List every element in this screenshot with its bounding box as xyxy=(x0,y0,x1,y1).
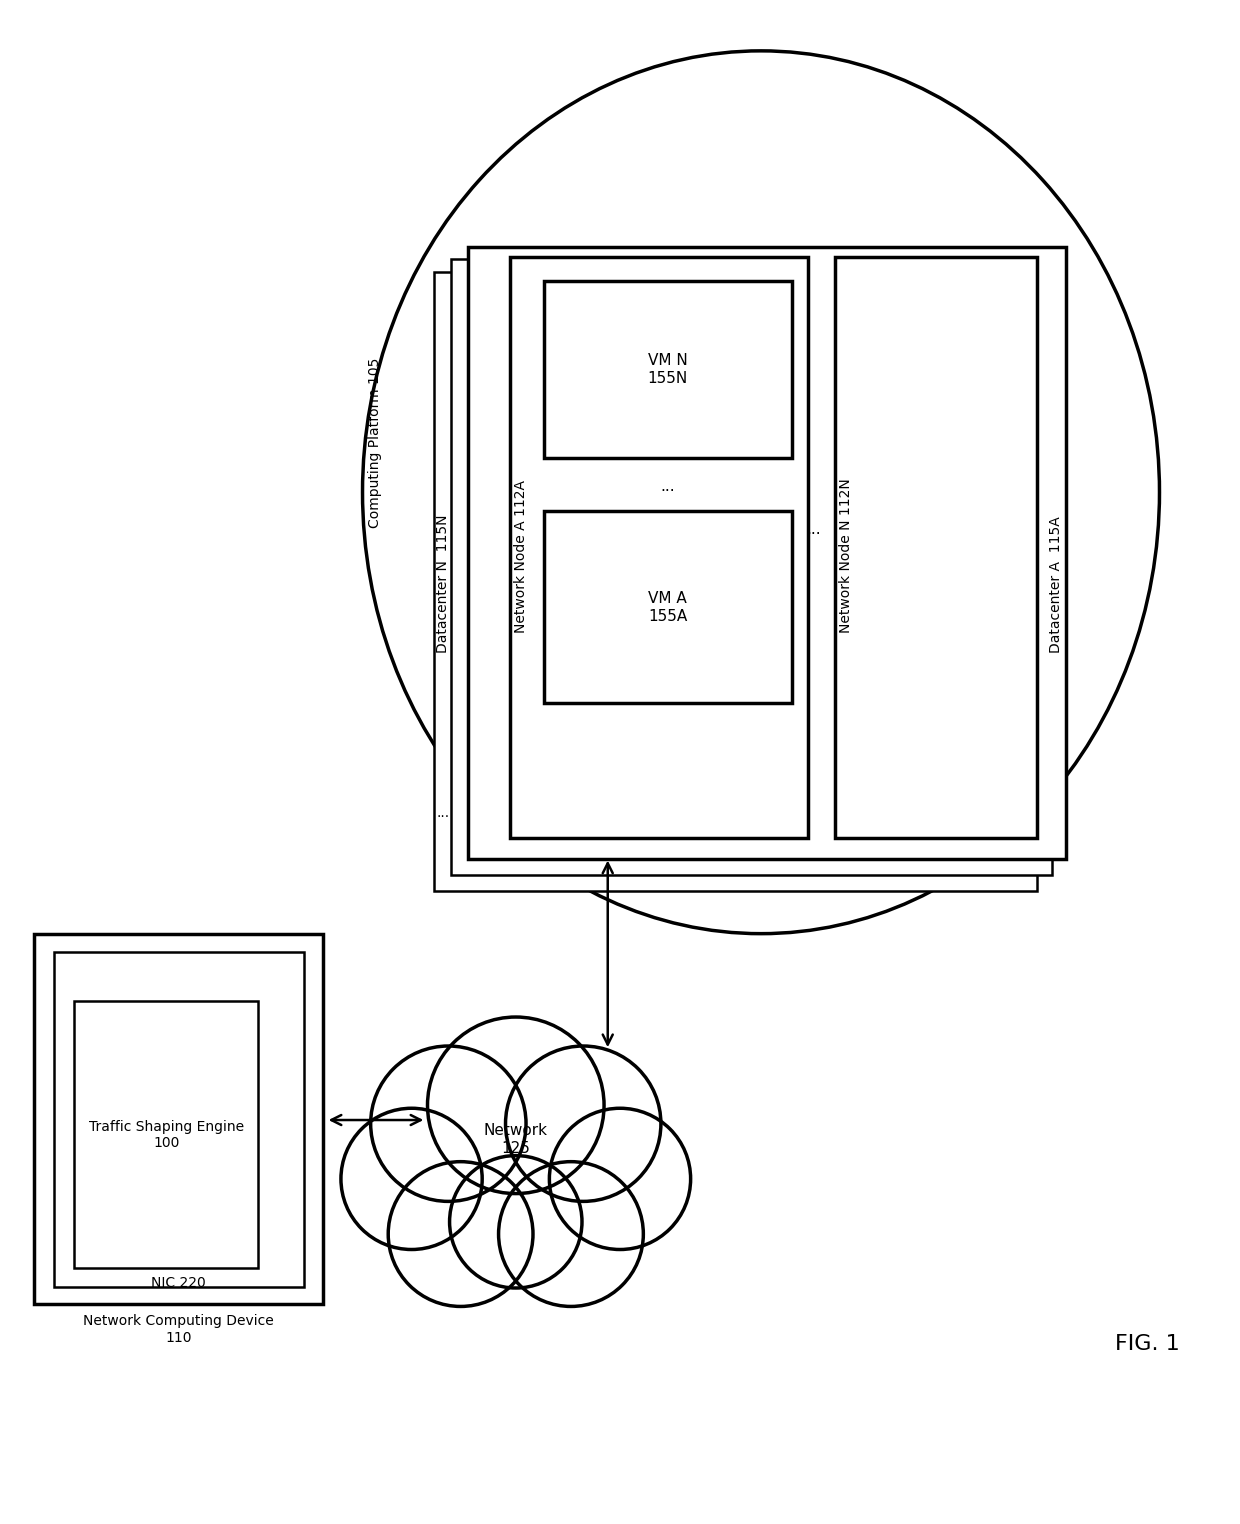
Ellipse shape xyxy=(362,50,1159,934)
Circle shape xyxy=(428,1017,604,1193)
FancyBboxPatch shape xyxy=(74,1001,258,1268)
Text: Network Computing Device: Network Computing Device xyxy=(83,1314,274,1327)
Circle shape xyxy=(371,1045,526,1201)
Circle shape xyxy=(506,1045,661,1201)
Circle shape xyxy=(549,1108,691,1250)
Text: ...: ... xyxy=(806,521,821,536)
FancyBboxPatch shape xyxy=(544,282,791,457)
Text: ...: ... xyxy=(436,806,450,820)
Text: Datacenter N  115N: Datacenter N 115N xyxy=(436,515,450,654)
Text: Network Node N 112N: Network Node N 112N xyxy=(838,479,853,634)
Circle shape xyxy=(388,1161,533,1306)
FancyBboxPatch shape xyxy=(510,258,807,838)
Text: VM N
155N: VM N 155N xyxy=(647,354,688,386)
Circle shape xyxy=(341,1108,482,1250)
Text: FIG. 1: FIG. 1 xyxy=(1115,1335,1179,1355)
Text: 110: 110 xyxy=(165,1332,192,1346)
FancyBboxPatch shape xyxy=(33,934,324,1305)
Text: Computing Platform 105: Computing Platform 105 xyxy=(368,358,382,529)
Text: Network
125: Network 125 xyxy=(484,1123,548,1155)
FancyBboxPatch shape xyxy=(434,271,1037,890)
Text: ...: ... xyxy=(661,479,675,494)
Text: Traffic Shaping Engine
100: Traffic Shaping Engine 100 xyxy=(89,1120,244,1149)
Text: NIC 220: NIC 220 xyxy=(151,1276,206,1291)
FancyBboxPatch shape xyxy=(544,511,791,703)
Circle shape xyxy=(450,1155,582,1288)
Circle shape xyxy=(498,1161,644,1306)
Text: Datacenter A  115A: Datacenter A 115A xyxy=(1049,515,1064,652)
FancyBboxPatch shape xyxy=(835,258,1037,838)
FancyBboxPatch shape xyxy=(53,952,304,1286)
Text: VM A
155A: VM A 155A xyxy=(649,591,687,623)
FancyBboxPatch shape xyxy=(451,259,1052,875)
FancyBboxPatch shape xyxy=(467,247,1066,860)
Text: Network Node A 112A: Network Node A 112A xyxy=(513,480,528,632)
